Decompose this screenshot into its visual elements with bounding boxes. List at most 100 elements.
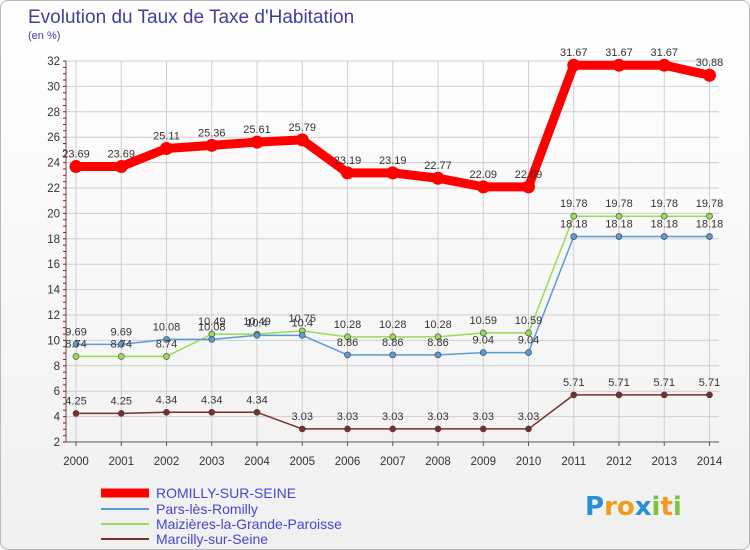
y-tick-label: 14 [47, 285, 60, 297]
data-label: 5.71 [654, 377, 675, 389]
data-label: 10.4 [292, 317, 313, 329]
data-point [163, 336, 170, 343]
data-point [657, 58, 671, 72]
data-label: 4.25 [65, 395, 86, 407]
y-tick-label: 4 [54, 412, 61, 424]
data-point [703, 68, 716, 82]
data-label: 9.69 [65, 326, 86, 338]
data-label: 31.67 [650, 47, 678, 59]
data-label: 23.19 [334, 155, 362, 167]
data-point [525, 349, 532, 356]
x-tick-label: 2013 [651, 456, 677, 468]
data-point [253, 332, 261, 339]
data-point [295, 133, 309, 147]
data-label: 8.86 [337, 337, 358, 349]
data-label: 5.71 [699, 377, 720, 389]
data-point [476, 180, 490, 194]
data-label: 25.11 [153, 131, 180, 143]
data-label: 10.08 [153, 321, 181, 333]
chart-unit: (en %) [28, 30, 61, 42]
data-point [615, 391, 623, 399]
legend-label: Pars-lès-Romilly [156, 501, 258, 517]
data-point [570, 391, 578, 399]
data-label: 23.19 [379, 155, 407, 167]
y-tick-label: 16 [47, 259, 60, 271]
data-point [208, 336, 216, 343]
data-label: 19.78 [605, 198, 633, 210]
y-tick-label: 20 [47, 208, 60, 220]
data-point [479, 349, 487, 356]
data-label: 18.18 [560, 219, 588, 231]
data-point [160, 142, 173, 156]
data-label: 4.34 [201, 394, 222, 406]
data-point [114, 160, 128, 174]
series-layer [69, 58, 716, 433]
data-point [72, 353, 80, 360]
data-label: 9.04 [473, 335, 494, 347]
y-tick-label: 10 [47, 335, 60, 347]
y-tick-label: 22 [47, 183, 60, 195]
data-point [479, 425, 487, 433]
data-label: 4.34 [246, 394, 267, 406]
data-point [479, 329, 487, 337]
data-label: 10.08 [198, 321, 226, 333]
y-tick-label: 12 [47, 310, 60, 322]
data-label: 10.59 [515, 315, 543, 327]
data-point [72, 410, 80, 417]
data-label: 10.4 [246, 317, 267, 329]
y-tick-label: 26 [47, 132, 60, 144]
data-label: 18.18 [650, 219, 678, 231]
data-point [660, 212, 668, 220]
data-label: 4.25 [111, 395, 132, 407]
grid [66, 60, 719, 443]
data-label: 8.86 [427, 337, 448, 349]
y-tick-label: 2 [54, 437, 60, 449]
x-tick-label: 2002 [154, 456, 180, 468]
logo-letter: P [585, 492, 605, 522]
y-tick-label: 6 [54, 386, 60, 398]
data-point [434, 333, 442, 341]
data-point [660, 391, 668, 399]
data-label: 22.09 [515, 169, 543, 181]
data-point [298, 332, 306, 339]
data-point [341, 166, 354, 180]
x-tick-label: 2011 [561, 456, 586, 468]
logo-letter: t [660, 492, 673, 522]
x-tick-label: 2003 [199, 456, 225, 468]
data-label: 30.88 [696, 57, 724, 69]
data-label: 5.71 [608, 377, 629, 389]
data-point [117, 353, 125, 360]
data-label: 22.09 [469, 169, 497, 181]
data-point [344, 333, 351, 341]
data-label: 5.71 [563, 377, 584, 389]
data-label: 23.69 [107, 149, 135, 161]
logo-letter: i [672, 492, 682, 522]
data-label: 31.67 [560, 47, 588, 59]
data-label: 25.79 [288, 122, 316, 134]
data-point [117, 341, 125, 348]
data-label: 3.03 [292, 411, 313, 423]
data-label: 10.59 [469, 315, 497, 327]
data-point [253, 408, 261, 416]
data-label: 3.03 [337, 411, 358, 423]
data-label: 10.28 [424, 319, 452, 331]
data-label: 3.03 [473, 411, 494, 423]
x-tick-label: 2001 [108, 456, 134, 468]
chart-title: Evolution du Taux de Taxe d'Habitation [28, 7, 355, 28]
x-tick-label: 2010 [516, 456, 542, 468]
data-point [525, 425, 532, 433]
data-point [431, 171, 445, 185]
x-tick-label: 2006 [335, 456, 361, 468]
data-label: 22.77 [424, 160, 452, 172]
data-point [434, 351, 442, 359]
data-label: 4.34 [156, 394, 177, 406]
data-point [434, 425, 442, 433]
data-label: 25.61 [243, 124, 271, 136]
data-label: 23.69 [62, 149, 90, 161]
data-point [570, 233, 578, 240]
data-label: 18.18 [696, 219, 724, 231]
data-point [117, 410, 125, 417]
data-label: 9.69 [111, 326, 132, 338]
